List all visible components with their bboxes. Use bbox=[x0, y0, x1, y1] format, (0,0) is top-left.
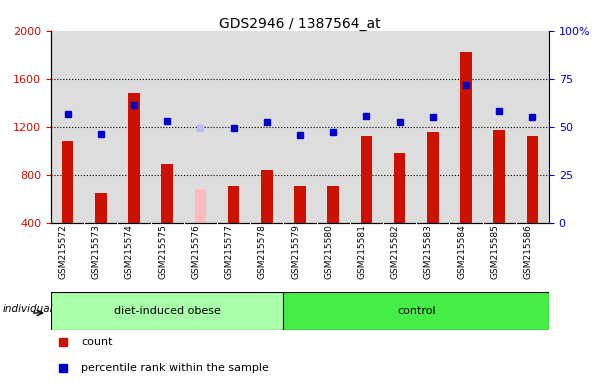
Text: GSM215586: GSM215586 bbox=[523, 224, 532, 279]
Bar bbox=[228, 185, 239, 223]
Text: GSM215574: GSM215574 bbox=[125, 224, 134, 279]
Text: percentile rank within the sample: percentile rank within the sample bbox=[81, 363, 269, 373]
Text: GSM215572: GSM215572 bbox=[59, 224, 68, 279]
Text: count: count bbox=[81, 337, 112, 347]
Text: GSM215582: GSM215582 bbox=[391, 224, 400, 279]
Bar bbox=[460, 52, 472, 223]
Bar bbox=[161, 164, 173, 223]
Text: control: control bbox=[397, 306, 436, 316]
Bar bbox=[394, 153, 406, 223]
Bar bbox=[51, 292, 283, 330]
Bar bbox=[62, 141, 73, 223]
Text: GSM215580: GSM215580 bbox=[324, 224, 333, 279]
Bar bbox=[427, 131, 439, 223]
Text: GDS2946 / 1387564_at: GDS2946 / 1387564_at bbox=[219, 17, 381, 31]
Bar bbox=[493, 130, 505, 223]
Bar bbox=[328, 185, 339, 223]
Bar bbox=[95, 193, 107, 223]
Text: GSM215577: GSM215577 bbox=[224, 224, 233, 279]
Bar bbox=[128, 93, 140, 223]
Text: GSM215581: GSM215581 bbox=[358, 224, 367, 279]
Bar bbox=[283, 292, 549, 330]
Text: GSM215579: GSM215579 bbox=[291, 224, 300, 279]
Text: GSM215576: GSM215576 bbox=[191, 224, 200, 279]
Text: GSM215575: GSM215575 bbox=[158, 224, 167, 279]
Bar bbox=[527, 136, 538, 223]
Text: GSM215584: GSM215584 bbox=[457, 224, 466, 279]
Text: diet-induced obese: diet-induced obese bbox=[114, 306, 221, 316]
Bar bbox=[194, 189, 206, 223]
Text: GSM215573: GSM215573 bbox=[92, 224, 101, 279]
Bar bbox=[361, 136, 372, 223]
Bar bbox=[294, 185, 306, 223]
Text: GSM215578: GSM215578 bbox=[258, 224, 267, 279]
Text: individual: individual bbox=[2, 304, 53, 314]
Bar bbox=[261, 170, 272, 223]
Text: GSM215583: GSM215583 bbox=[424, 224, 433, 279]
Text: GSM215585: GSM215585 bbox=[490, 224, 499, 279]
